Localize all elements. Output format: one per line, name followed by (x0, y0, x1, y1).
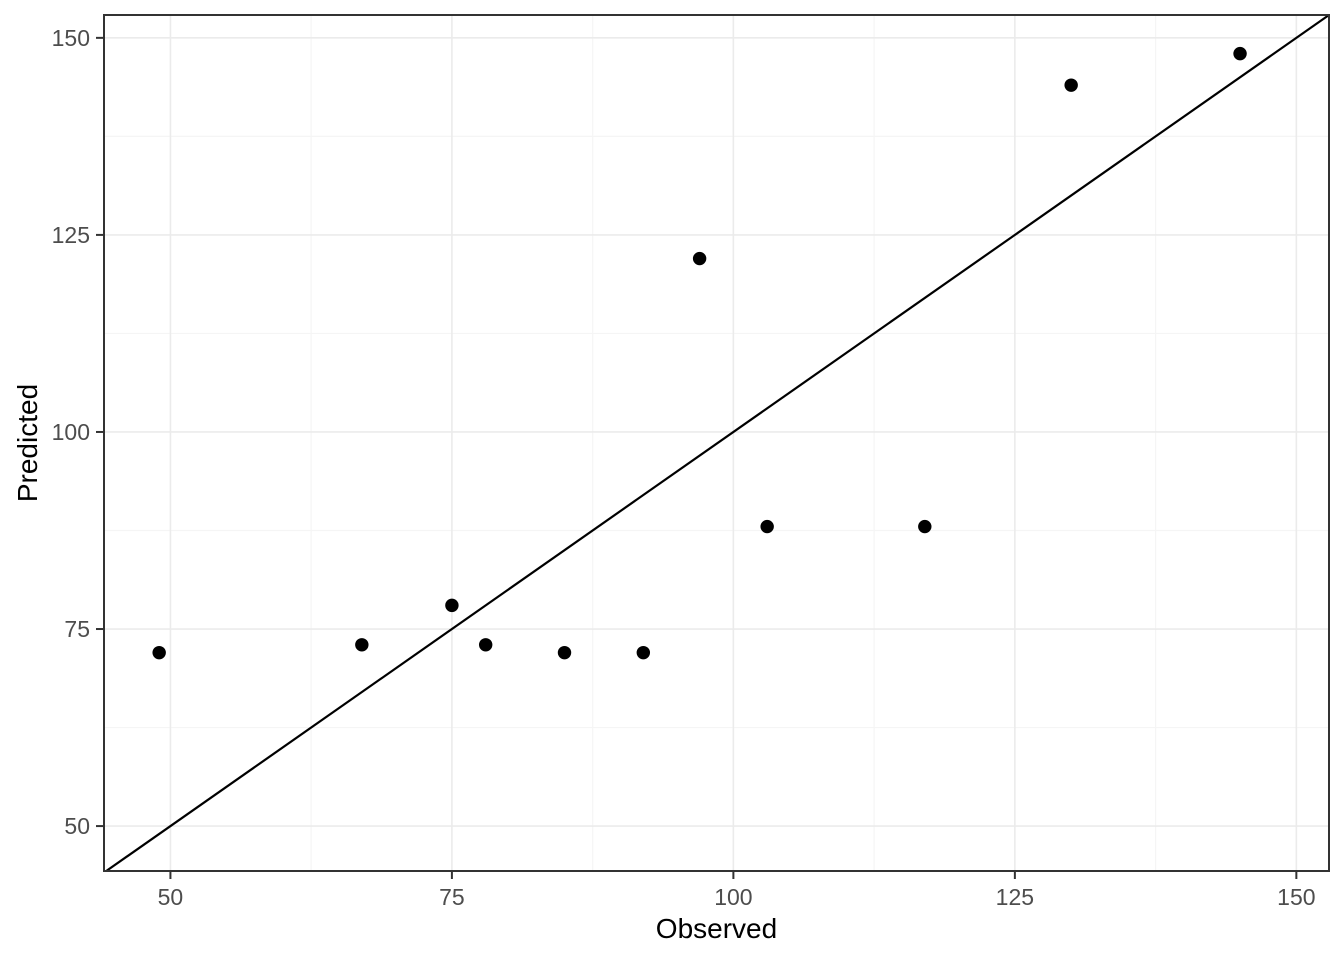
data-point (918, 519, 932, 534)
y-tick-label: 150 (52, 25, 90, 51)
y-tick-label: 125 (52, 222, 90, 248)
data-point (636, 645, 651, 660)
data-point (557, 645, 572, 660)
identity-reference-line (105, 14, 1330, 872)
x-axis-title: Observed (655, 913, 778, 944)
x-tick-label: 150 (1277, 884, 1315, 910)
x-tick-label: 75 (439, 884, 465, 910)
y-tick-label: 50 (64, 813, 90, 839)
data-point (445, 598, 459, 613)
x-tick-label: 125 (996, 884, 1034, 910)
data-point (1233, 46, 1247, 61)
data-point (760, 519, 774, 534)
y-tick-label: 75 (64, 616, 90, 642)
data-point (692, 251, 707, 266)
data-point (478, 638, 493, 652)
data-point (355, 638, 369, 652)
data-point (1064, 78, 1078, 92)
x-tick-label: 50 (158, 884, 184, 910)
panel-border (103, 14, 1330, 872)
y-axis-title: Predicted (12, 383, 43, 503)
y-tick-label: 100 (52, 419, 90, 445)
data-point (152, 645, 166, 660)
x-tick-label: 100 (714, 884, 752, 910)
